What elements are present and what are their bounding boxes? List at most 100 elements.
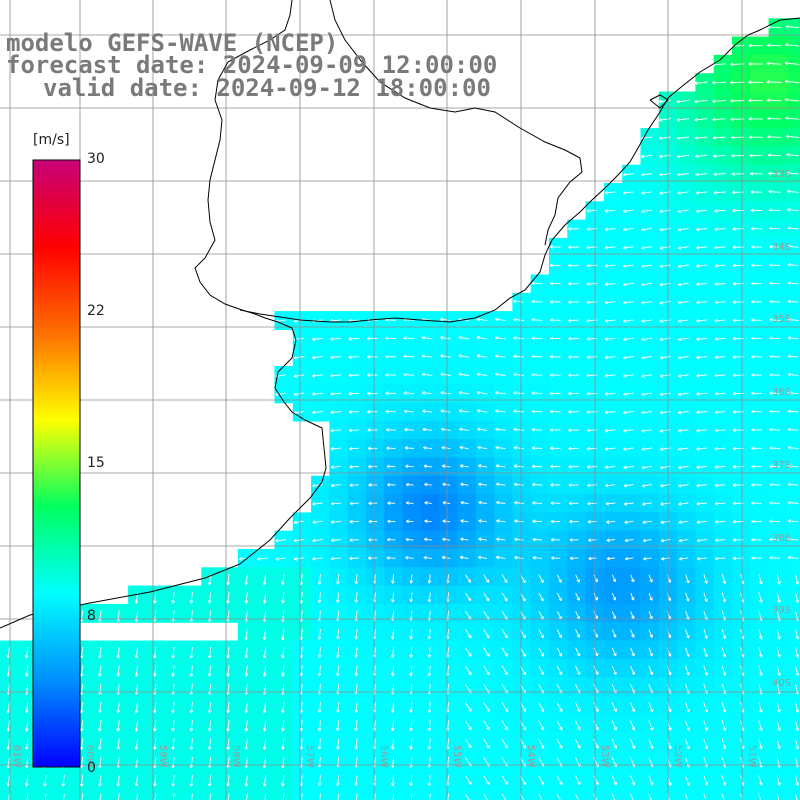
colorbar-tick-0: 0 (87, 760, 96, 776)
wind-arrow (207, 647, 212, 659)
wind-arrow (207, 775, 212, 787)
wind-arrow (703, 592, 708, 603)
wind-arrow (623, 355, 634, 360)
wind-arrow (750, 208, 763, 213)
wind-arrow (116, 756, 121, 769)
wind-arrow (574, 775, 581, 786)
wind-arrow (622, 191, 634, 195)
wind-arrow (549, 354, 561, 359)
wind-arrow (660, 538, 671, 543)
wind-arrow (387, 501, 396, 505)
wind-arrow (348, 391, 360, 396)
wind-arrow (767, 153, 781, 157)
wind-arrow (586, 355, 598, 360)
wind-arrow (659, 392, 671, 397)
wind-arrow (349, 501, 359, 506)
wind-arrow (281, 701, 285, 714)
wind-arrow (244, 720, 249, 732)
wind-arrow (367, 446, 378, 451)
wind-arrow (769, 299, 781, 304)
wind-arrow (496, 500, 506, 505)
wind-arrow (769, 519, 781, 524)
wind-arrow (658, 118, 671, 122)
wind-arrow (226, 775, 230, 787)
wind-arrow (311, 355, 323, 360)
lon-label: 53W (599, 745, 610, 768)
wind-cell (164, 786, 184, 800)
wind-arrow (786, 152, 799, 157)
wind-arrow (336, 720, 340, 732)
latitude-labels: 33S 34S 35S 36S 37S 38S 39S 40S (772, 169, 791, 689)
wind-arrow (427, 574, 432, 584)
wind-arrow (606, 538, 616, 543)
wind-cell (768, 786, 788, 800)
wind-arrow (427, 738, 432, 750)
wind-arrow (659, 355, 671, 360)
wind-arrow (116, 720, 121, 732)
wind-arrow (61, 775, 66, 787)
wind-arrow (513, 427, 524, 432)
wind-arrow (769, 427, 781, 432)
wind-arrow (787, 427, 799, 432)
wind-arrow (390, 592, 395, 603)
wind-arrow (403, 354, 415, 359)
wind-cell (786, 292, 800, 312)
wind-arrow (424, 537, 432, 542)
wind-arrow (476, 335, 488, 340)
wind-arrow (714, 428, 726, 433)
wind-arrow (604, 319, 616, 323)
wind-arrow (311, 392, 323, 396)
wind-arrow (795, 775, 800, 786)
wind-arrow (677, 300, 689, 305)
wind-arrow (348, 373, 360, 378)
wind-arrow (586, 263, 598, 268)
wind-arrow (550, 464, 561, 469)
wind-arrow (403, 336, 415, 340)
wind-arrow (795, 647, 800, 658)
wind-arrow (748, 117, 763, 121)
wind-arrow (262, 647, 267, 659)
wind-arrow (659, 282, 671, 287)
wind-arrow (427, 628, 432, 640)
wind-arrow (677, 337, 689, 342)
wind-arrow (24, 701, 29, 714)
wind-arrow (641, 300, 653, 305)
wind-arrow (464, 720, 472, 730)
wind-arrow (354, 720, 358, 732)
wind-arrow (226, 738, 230, 750)
wind-arrow (423, 464, 432, 469)
wind-arrow (349, 446, 360, 451)
wind-arrow (641, 191, 653, 195)
wind-arrow (483, 702, 490, 712)
wind-arrow (405, 482, 414, 487)
wind-arrow (787, 317, 799, 322)
wind-arrow (641, 410, 653, 415)
wind-cell (786, 237, 800, 257)
wind-arrow (678, 538, 689, 543)
wind-arrow (721, 574, 727, 585)
wind-arrow (367, 409, 378, 414)
wind-arrow (769, 354, 781, 359)
wind-arrow (714, 501, 726, 506)
wind-arrow (98, 647, 102, 659)
wind-arrow (317, 720, 322, 732)
wind-arrow (714, 227, 726, 232)
wind-cell (786, 402, 800, 422)
wind-arrow (785, 97, 800, 102)
coastline-segment (239, 17, 800, 323)
wind-arrow (366, 391, 378, 396)
model-title: modelo GEFS-WAVE (NCEP) (6, 29, 339, 57)
wind-arrow (262, 573, 267, 586)
wind-arrow (574, 793, 579, 800)
wind-arrow (354, 628, 358, 640)
wind-arrow (659, 374, 671, 378)
wind-arrow (513, 336, 525, 340)
wind-arrow (575, 665, 581, 675)
wind-arrow (293, 355, 305, 360)
wind-arrow (501, 592, 508, 602)
wind-arrow (538, 738, 545, 749)
wind-arrow (551, 556, 561, 560)
wind-arrow (532, 519, 543, 524)
wind-arrow (721, 592, 727, 603)
